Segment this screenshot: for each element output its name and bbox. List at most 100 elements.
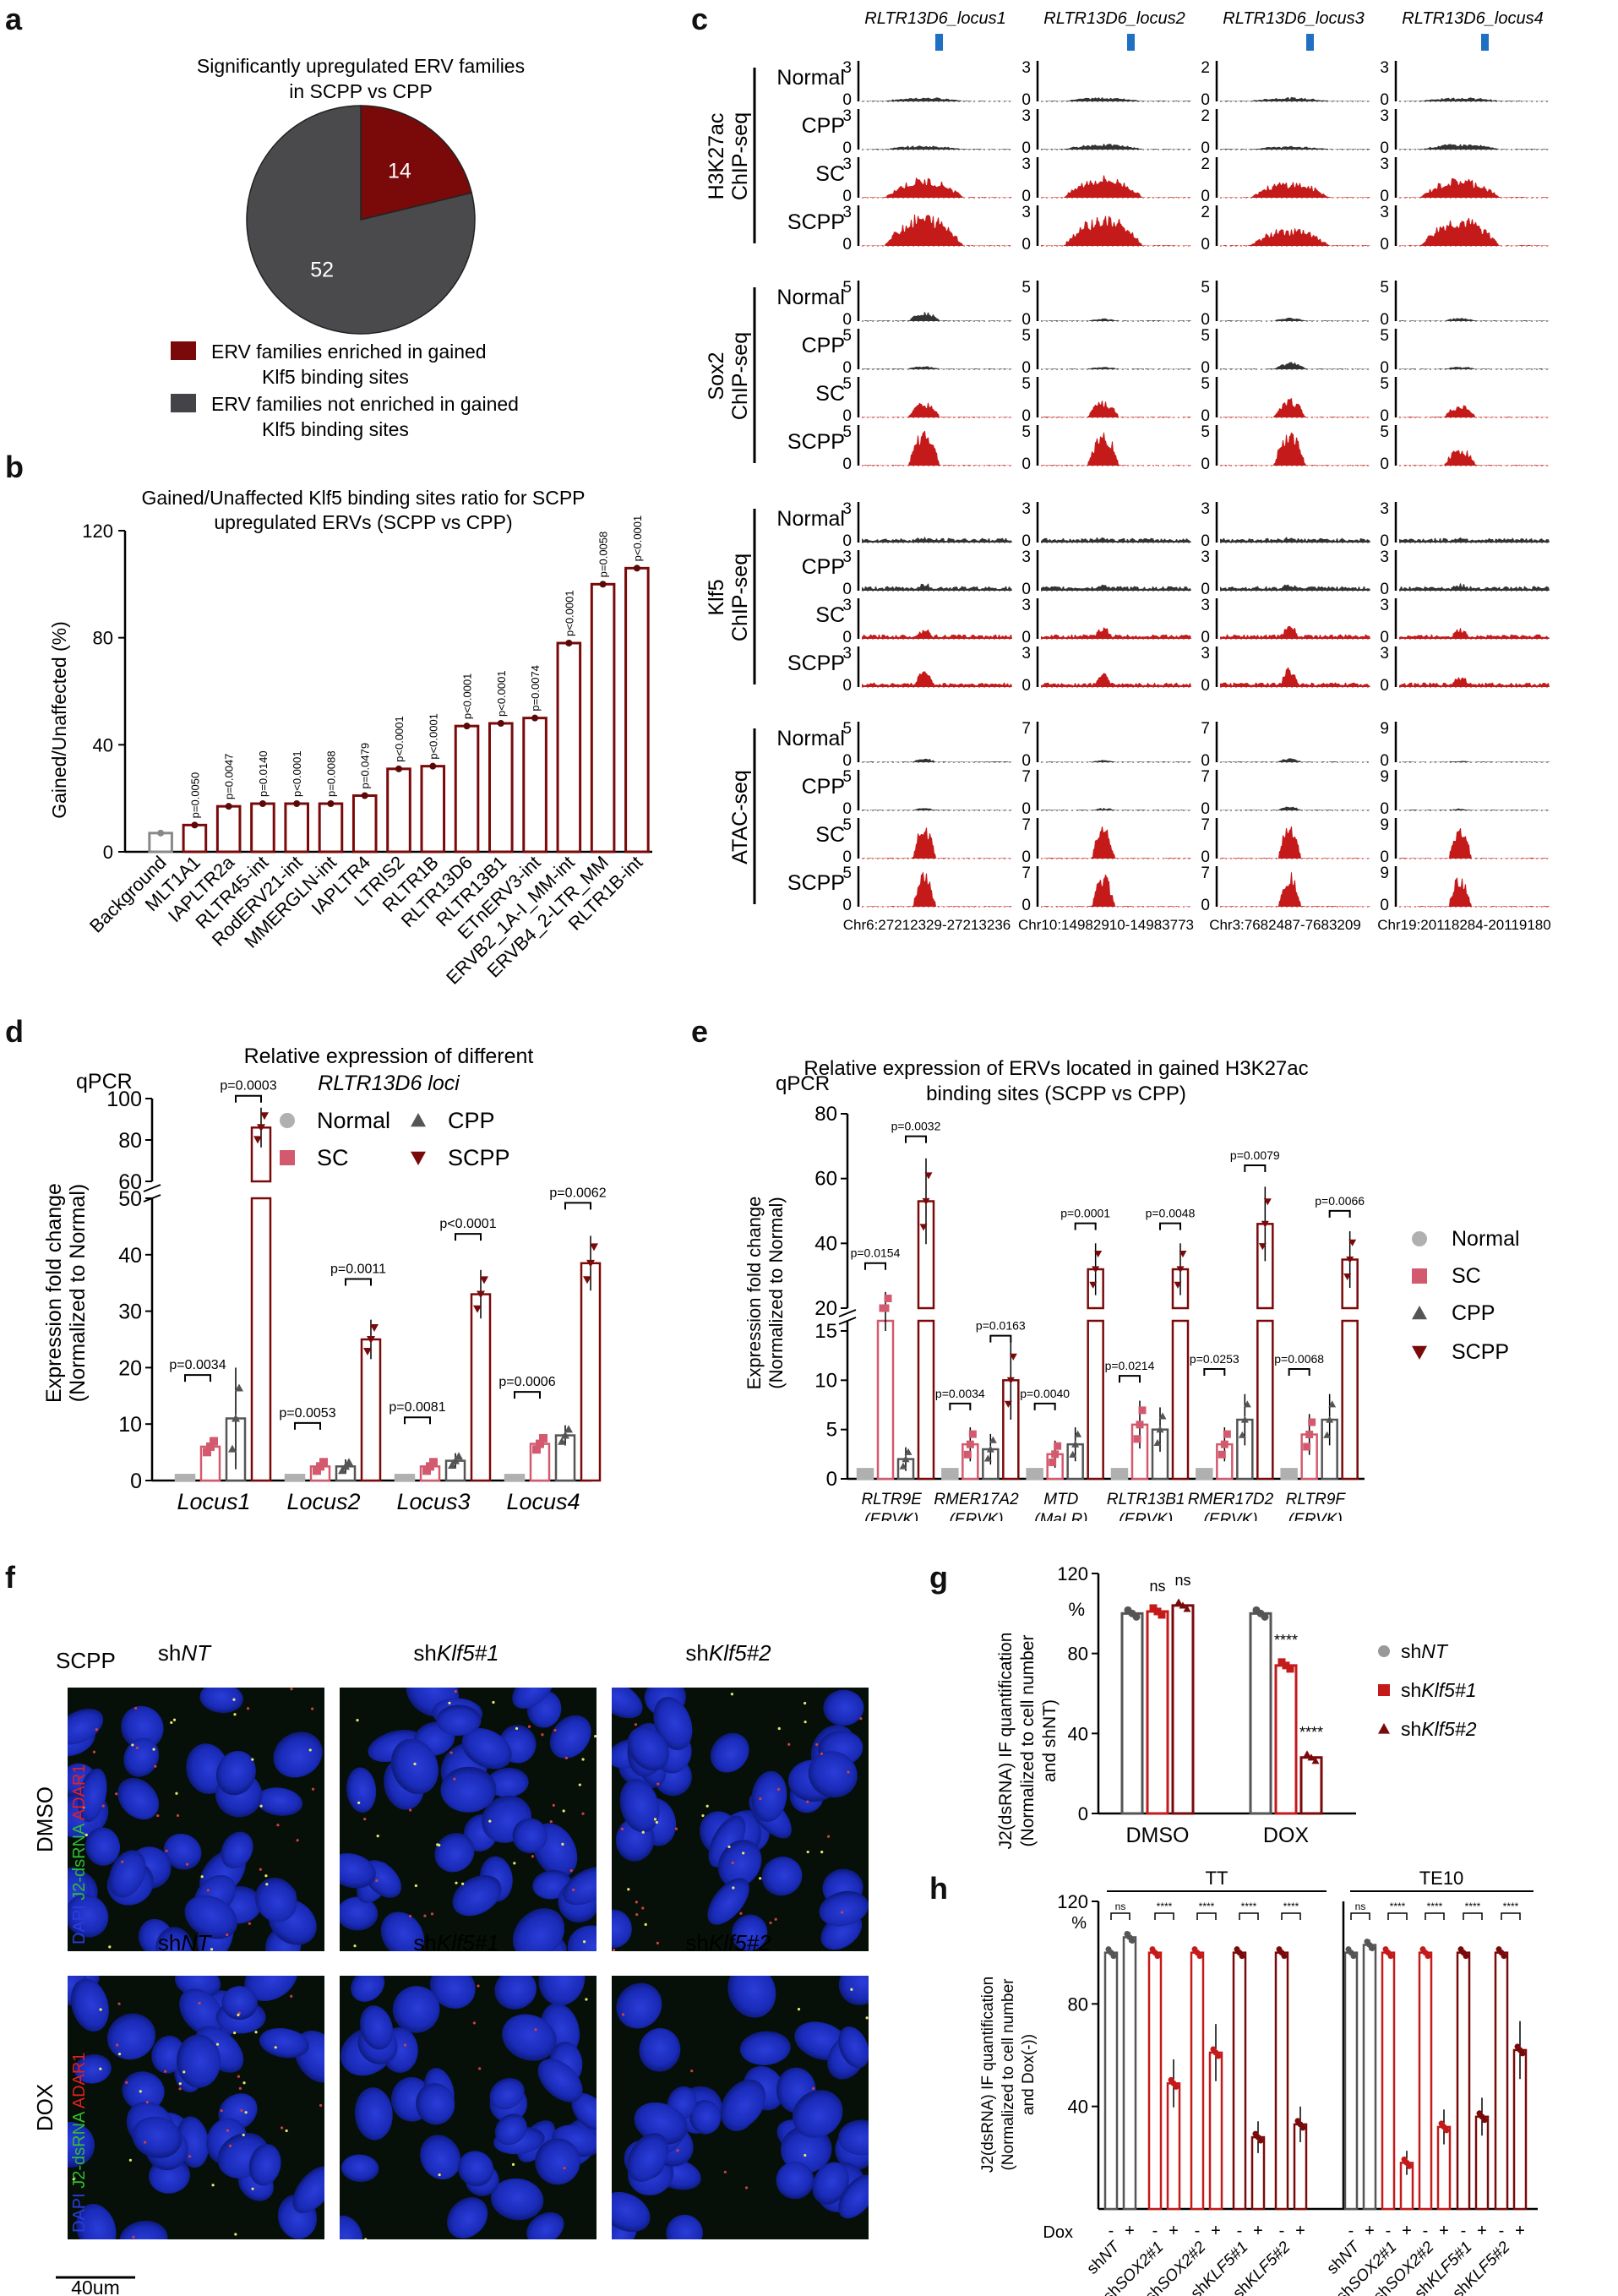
b-pvalue: p<0.0001 — [427, 713, 439, 760]
f-sample: SCPP — [56, 1648, 116, 1673]
f-puncta — [806, 1800, 809, 1803]
c-scale-max: 3 — [1021, 59, 1031, 77]
marker-triangle — [1074, 1430, 1082, 1437]
f-puncta — [549, 1820, 553, 1824]
f-puncta — [246, 1707, 250, 1710]
f-nucleus — [292, 2166, 324, 2214]
f-puncta — [99, 2067, 102, 2070]
d-ytick-label: 10 — [118, 1413, 142, 1437]
f-row-label: DOX — [32, 2084, 57, 2131]
f-nucleus — [819, 1890, 869, 1927]
d-category-label: Locus1 — [177, 1489, 250, 1514]
legend-enriched-line1: ERV families enriched in gained — [211, 341, 487, 363]
g-ytick-label: 120 — [1057, 1563, 1088, 1584]
e-bar — [1196, 1468, 1213, 1481]
f-puncta — [820, 1752, 824, 1755]
f-nucleus — [221, 1831, 253, 1869]
marker-square — [1136, 1421, 1144, 1429]
f-puncta — [806, 1850, 809, 1854]
b-pvalue: p<0.0001 — [393, 716, 406, 762]
panel-label-g: g — [929, 1560, 948, 1595]
f-puncta — [176, 1813, 180, 1818]
f-nucleus — [273, 1732, 323, 1778]
f-nucleus — [434, 1833, 475, 1873]
legend-swatch-enriched — [171, 341, 196, 360]
e-ytick-label: 20 — [814, 1297, 837, 1320]
f-puncta — [676, 2149, 679, 2152]
legend-not-enriched-line1: ERV families not enriched in gained — [211, 393, 519, 415]
c-sample-label: SCPP — [787, 871, 845, 895]
f-puncta — [563, 2167, 566, 2170]
pvalue-label: p=0.0214 — [1105, 1359, 1155, 1372]
d-title-line1: Relative expression of different — [244, 1044, 534, 1068]
marker-triangle-down — [583, 1276, 591, 1284]
f-nucleus — [512, 1818, 548, 1853]
e-bar — [1171, 1319, 1190, 1481]
significance-bracket — [184, 1374, 211, 1383]
c-scale-zero: 0 — [1021, 581, 1031, 598]
significance-bracket — [294, 1421, 321, 1430]
c-scale-max: 7 — [1021, 768, 1031, 786]
f-nucleus — [727, 1976, 776, 2018]
marker-square — [1303, 1442, 1311, 1451]
f-column-label: shNT — [158, 1930, 212, 1955]
f-puncta — [281, 2126, 284, 2130]
f-puncta — [492, 1700, 495, 1704]
f-puncta — [319, 2103, 323, 2108]
c-signal-track — [862, 97, 1012, 101]
f-puncta — [705, 1804, 709, 1808]
c-signal-track — [1399, 677, 1550, 687]
h-significance: **** — [1503, 1901, 1519, 1912]
b-title-line1: Gained/Unaffected Klf5 binding sites rat… — [141, 487, 585, 509]
c-scale-max: 5 — [1201, 375, 1210, 393]
e-category-label: RLTR9E — [861, 1491, 922, 1508]
h-ytick-label: 120 — [1057, 1891, 1088, 1912]
f-nucleus — [416, 2083, 455, 2125]
panel-b-bar-chart: Gained/Unaffected Klf5 binding sites rat… — [48, 487, 652, 989]
f-puncta — [774, 1917, 777, 1921]
marker-square — [1138, 1406, 1147, 1415]
f-nucleus — [720, 2079, 766, 2130]
c-signal-track — [862, 430, 1012, 466]
f-puncta — [572, 1888, 575, 1891]
c-locus-marker — [1481, 34, 1489, 51]
f-puncta — [578, 1783, 581, 1786]
f-puncta — [656, 1782, 660, 1786]
f-nucleus — [244, 1976, 298, 2001]
c-scale-zero: 0 — [1021, 455, 1031, 473]
c-scale-max: 3 — [1380, 500, 1389, 518]
f-puncta — [226, 2129, 230, 2132]
f-nucleus — [838, 2119, 869, 2156]
e-subcategory-label: (MaLR) — [1034, 1511, 1087, 1521]
b-pvalue: p=0.0058 — [597, 532, 610, 578]
c-signal-track — [1220, 182, 1370, 198]
c-scale-max: 2 — [1201, 204, 1210, 221]
c-sample-label: SC — [815, 603, 845, 627]
f-nucleus — [616, 1982, 662, 2029]
c-scale-zero: 0 — [1380, 455, 1389, 473]
e-title-line1: Relative expression of ERVs located in g… — [804, 1057, 1308, 1080]
f-nucleus — [562, 1867, 597, 1906]
f-image — [68, 1688, 324, 1951]
f-puncta — [797, 2008, 801, 2011]
significance-bracket — [949, 1402, 972, 1410]
c-signal-track — [1220, 667, 1370, 687]
c-scale-zero: 0 — [1380, 188, 1389, 205]
f-nucleus — [538, 1976, 586, 2006]
b-bar-point — [497, 720, 504, 727]
c-scale-zero: 0 — [1021, 139, 1031, 157]
e-bar — [1110, 1468, 1129, 1481]
e-legend-label: Normal — [1452, 1227, 1520, 1251]
c-signal-track — [1220, 806, 1370, 810]
marker-triangle — [1307, 1753, 1316, 1761]
h-bracket — [1196, 1912, 1217, 1920]
f-image — [612, 1688, 869, 1951]
f-puncta — [472, 2021, 476, 2025]
marker-triangle — [902, 1455, 910, 1463]
b-ylabel: Gained/Unaffected (%) — [48, 621, 70, 819]
c-signal-track — [862, 758, 1012, 762]
pvalue-label: p=0.0253 — [1190, 1352, 1239, 1366]
c-signal-track — [1220, 362, 1370, 369]
c-scale-zero: 0 — [1380, 848, 1389, 866]
f-puncta — [515, 1726, 519, 1731]
